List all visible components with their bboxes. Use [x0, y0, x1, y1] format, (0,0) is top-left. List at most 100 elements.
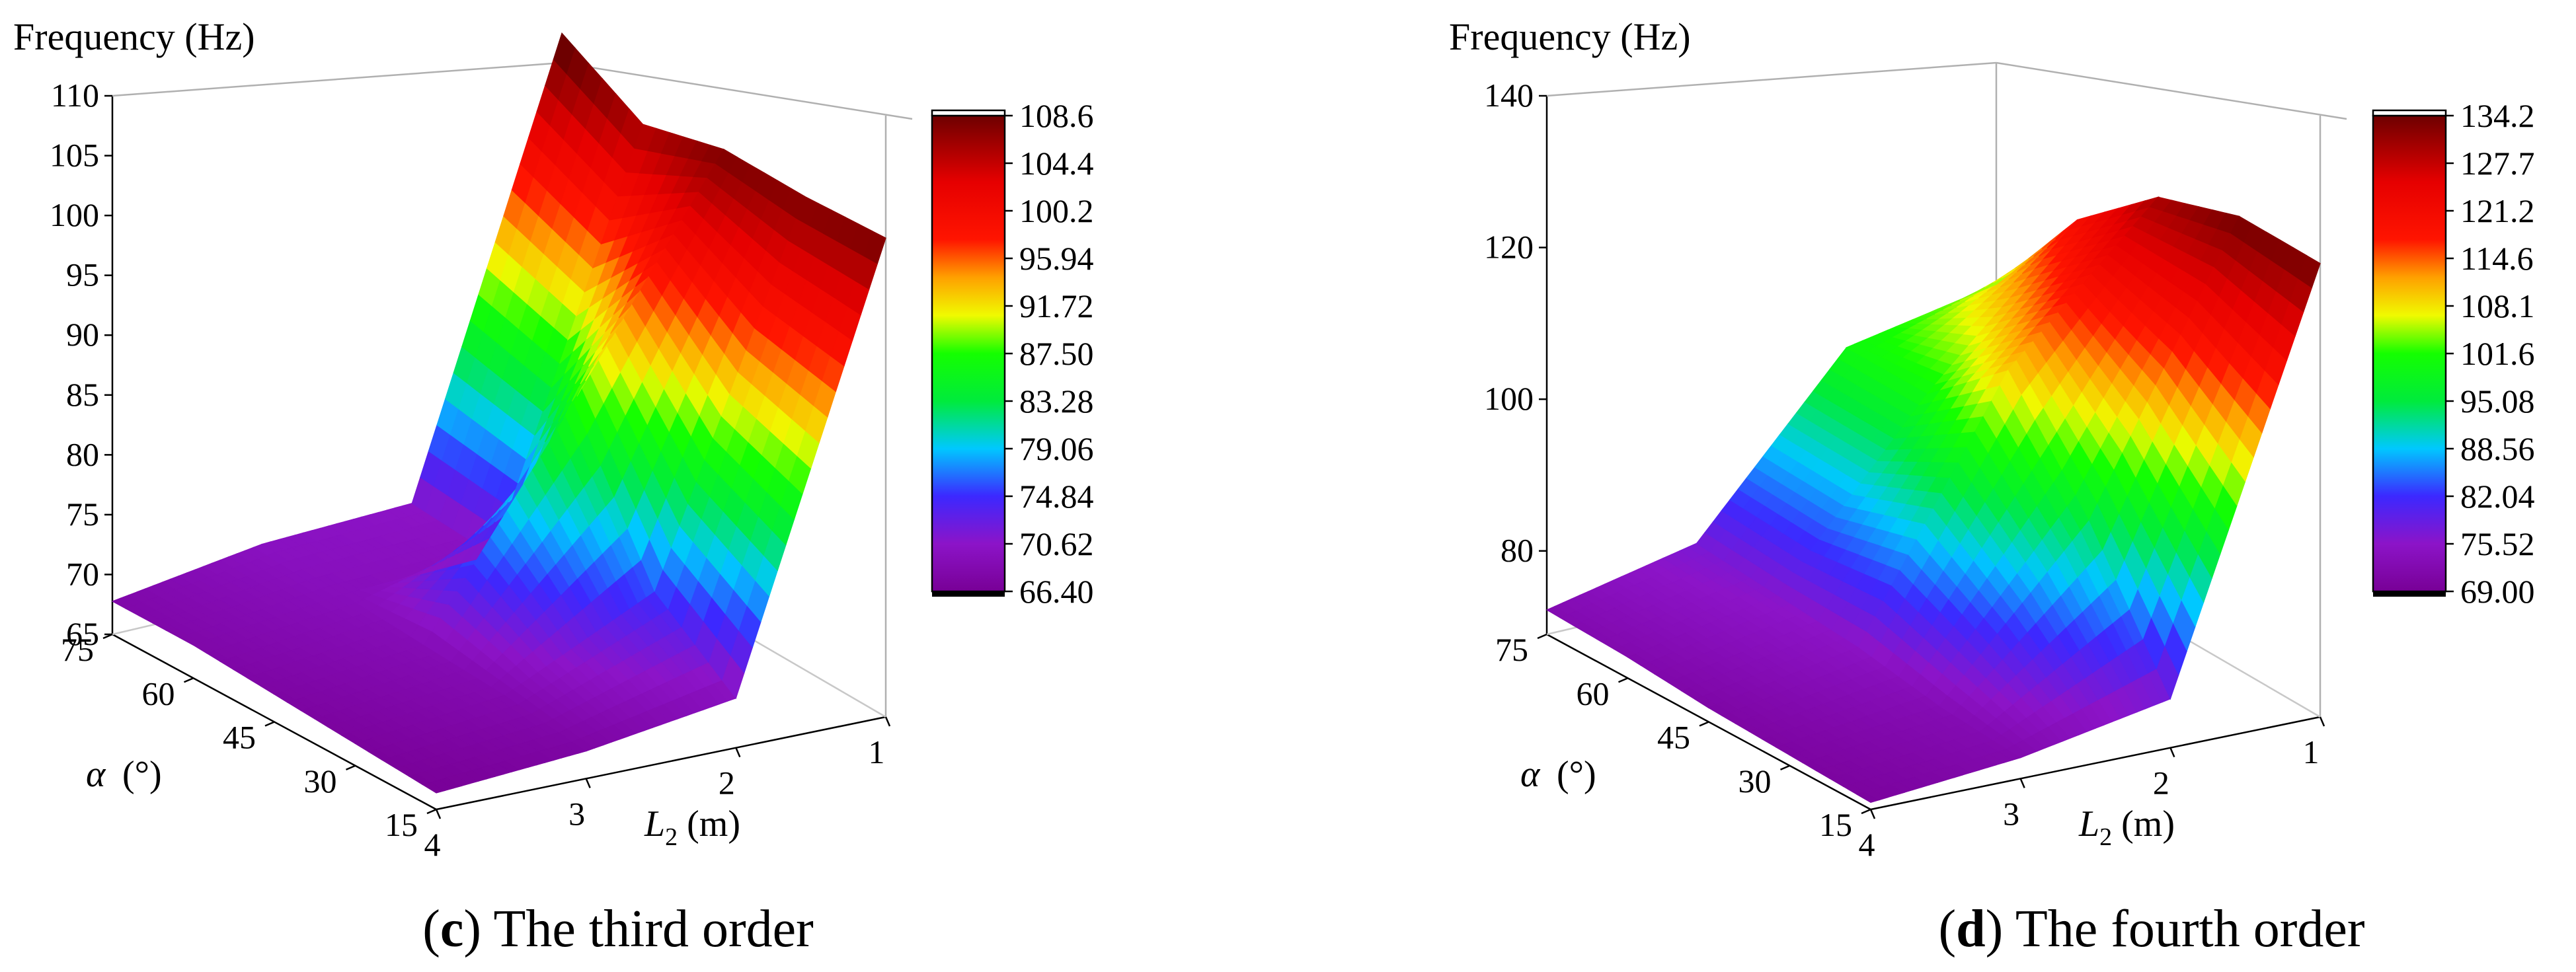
alpha-tick-label: 60	[1577, 675, 1610, 712]
alpha-tick-mark	[346, 765, 356, 770]
l2-tick-label: 3	[568, 795, 585, 832]
axes-labels-d: 80 100 120 140 Frequency (Hz) 75 60 45 30 15 α (°) 4…	[1449, 15, 2320, 863]
l2-tick-mark	[884, 716, 891, 727]
colorbar-label: 114.6	[2460, 240, 2534, 277]
colorbar-bottom-cap	[2373, 591, 2446, 597]
surface-facet	[2298, 254, 2321, 289]
colorbar-label: 88.56	[2460, 430, 2535, 467]
alpha-tick-label: 15	[385, 806, 418, 843]
l2-tick-label: 2	[2153, 765, 2169, 802]
z-tick-label: 65	[66, 615, 99, 652]
l2-tick-mark	[2319, 716, 2325, 727]
l2-axis-line	[1870, 716, 2321, 811]
alpha-axis-unit: (°)	[1557, 754, 1596, 795]
colorbar-bottom-cap	[932, 591, 1005, 597]
alpha-tick-label: 45	[1657, 719, 1690, 756]
alpha-tick-mark	[1618, 677, 1628, 683]
z-tick-label: 110	[51, 77, 99, 114]
alpha-tick-mark	[1780, 765, 1790, 770]
l2-tick-mark	[585, 778, 591, 788]
colorbar-label: 91.72	[1019, 287, 1094, 324]
l2-tick-label: 2	[719, 765, 735, 802]
z-tick-label: 90	[66, 316, 99, 353]
colorbar-gradient	[931, 114, 1006, 593]
top-right-edge	[1996, 61, 2347, 120]
surface-c	[111, 32, 886, 794]
z-tick-label: 100	[50, 196, 99, 233]
colorbar-label: 95.08	[2460, 383, 2535, 420]
z-tick-label: 105	[50, 137, 99, 174]
alpha-tick-mark	[1861, 808, 1871, 815]
colorbar-label: 127.7	[2460, 145, 2535, 182]
alpha-tick-label: 15	[1819, 806, 1852, 843]
alpha-tick-label: 45	[223, 719, 256, 756]
alpha-tick-mark	[184, 677, 194, 683]
alpha-tick-mark	[264, 721, 275, 727]
l2-tick-mark	[1869, 809, 1876, 819]
chart-c: 65 70 75 80 85 90 95 100 105 110 Frequency (Hz) 75 6…	[13, 15, 1094, 958]
colorbar-label: 95.94	[1019, 240, 1094, 277]
colorbar-d: 134.2 127.7 121.2 114.6 108.1 101.6 95.08 88.56…	[2372, 97, 2535, 610]
l2-axis-title: L2 (m)	[2078, 804, 2175, 851]
alpha-tick-label: 75	[1495, 631, 1528, 668]
colorbar-label: 66.40	[1019, 573, 1094, 610]
colorbar-c: 108.6 104.4 100.2 95.94 91.72 87.50 83.28 79.06…	[931, 97, 1094, 610]
l2-tick-label: 1	[2303, 733, 2320, 770]
colorbar-label: 87.50	[1019, 335, 1094, 372]
alpha-axis-title: α	[86, 754, 106, 795]
alpha-axis-title: α	[1520, 754, 1541, 795]
surface-facet	[863, 230, 886, 264]
z-tick-label: 80	[1501, 532, 1534, 569]
l2-tick-label: 1	[869, 733, 885, 770]
l2-tick-mark	[2019, 778, 2025, 788]
z-axis-title: Frequency (Hz)	[1449, 15, 1691, 58]
alpha-tick-mark	[102, 633, 113, 640]
chart-d: 80 100 120 140 Frequency (Hz) 75 60 45 30 15 α (°) 4…	[1449, 15, 2535, 958]
colorbar-label: 104.4	[1019, 145, 1094, 182]
colorbar-label: 74.84	[1019, 478, 1094, 515]
alpha-tick-label: 75	[61, 631, 94, 668]
colorbar-label: 108.6	[1019, 97, 1094, 134]
l2-tick-label: 4	[1859, 826, 1875, 863]
colorbar-label: 70.62	[1019, 525, 1094, 562]
z-tick-label: 100	[1484, 380, 1534, 417]
colorbar-label: 134.2	[2460, 97, 2535, 134]
top-back-edge	[1546, 61, 1997, 97]
colorbar-label: 108.1	[2460, 287, 2535, 324]
colorbar-top-cap	[931, 109, 1006, 117]
colorbar-label: 83.28	[1019, 383, 1094, 420]
z-tick-label: 75	[66, 496, 99, 533]
alpha-tick-mark	[1699, 721, 1709, 727]
colorbar-label: 101.6	[2460, 335, 2535, 372]
alpha-axis-unit: (°)	[122, 754, 162, 795]
caption-c: (c) The third order	[422, 900, 814, 958]
colorbar-top-cap	[2372, 109, 2447, 117]
l2-tick-mark	[735, 747, 741, 758]
z-tick-label: 70	[66, 555, 99, 592]
l2-tick-label: 4	[424, 826, 441, 863]
colorbar-label: 121.2	[2460, 192, 2535, 229]
alpha-tick-mark	[1537, 633, 1547, 640]
z-tick-label: 85	[66, 376, 99, 413]
colorbar-label: 69.00	[2460, 573, 2535, 610]
colorbar-label: 75.52	[2460, 525, 2535, 562]
colorbar-label: 82.04	[2460, 478, 2535, 515]
z-axis-title: Frequency (Hz)	[13, 15, 255, 58]
l2-tick-mark	[2169, 747, 2175, 758]
colorbar-label: 100.2	[1019, 192, 1094, 229]
colorbar-label: 79.06	[1019, 430, 1094, 467]
axes-labels-c: 65 70 75 80 85 90 95 100 105 110 Frequency (Hz) 75 6…	[13, 15, 885, 863]
caption-d: (d) The fourth order	[1938, 900, 2364, 958]
alpha-tick-label: 60	[142, 675, 175, 712]
l2-axis-line	[436, 716, 886, 811]
l2-tick-mark	[435, 809, 442, 819]
l2-tick-label: 3	[2003, 795, 2019, 832]
alpha-tick-label: 30	[304, 763, 337, 800]
z-tick-label: 95	[66, 256, 99, 293]
l2-axis-title: L2 (m)	[644, 804, 740, 851]
colorbar-gradient	[2372, 114, 2447, 593]
top-right-edge	[561, 61, 913, 120]
surface-d	[1545, 196, 2321, 804]
z-tick-label: 120	[1484, 229, 1534, 266]
